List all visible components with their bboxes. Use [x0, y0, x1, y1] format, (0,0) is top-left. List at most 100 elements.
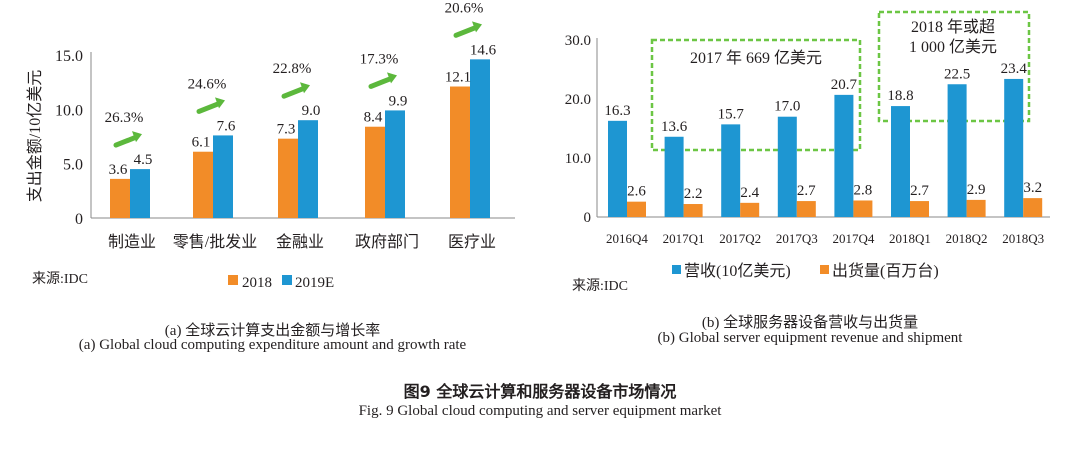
- a-data-label-2019e: 7.6: [217, 118, 236, 134]
- a-data-label-2018: 6.1: [192, 135, 211, 151]
- b-data-label-shipment: 2.2: [684, 186, 703, 202]
- b-data-label-revenue: 15.7: [718, 106, 745, 122]
- b-x-tick-label: 2017Q4: [832, 231, 874, 246]
- figure-title-en: Fig. 9 Global cloud computing and server…: [358, 403, 722, 419]
- b-bar-shipment: [853, 200, 873, 217]
- b-x-tick-label: 2016Q4: [606, 231, 648, 246]
- chart-b: 0 10.0 20.0 30.0 2017 年 669 亿美元 2018 年或超 1 00…: [565, 10, 1050, 294]
- b-source: 来源:IDC: [572, 278, 628, 294]
- a-x-tick-label: 零售/批发业: [173, 233, 257, 251]
- b-legend-label-shipment: 出货量(百万台): [832, 262, 939, 280]
- b-legend-swatch-revenue: [672, 265, 681, 274]
- a-legend-swatch-2019e: [282, 275, 292, 285]
- a-data-label-2018: 12.1: [445, 70, 471, 86]
- a-growth-arrow-icon: [368, 72, 397, 89]
- b-legend-swatch-shipment: [820, 265, 829, 274]
- a-x-tick-label: 制造业: [108, 233, 156, 251]
- b-bar-shipment: [740, 202, 760, 217]
- b-annotation-2018-line2: 1 000 亿美元: [909, 38, 997, 56]
- a-bar-2019e: [130, 169, 150, 218]
- a-data-label-2018: 8.4: [364, 110, 383, 126]
- a-legend-label-2019e: 2019E: [295, 275, 334, 291]
- a-y-tick-label: 0: [75, 211, 83, 228]
- b-annotation-2018: 2018 年或超 1 000 亿美元: [877, 10, 1031, 123]
- a-bar-2019e: [213, 135, 233, 218]
- a-growth-rate-label: 24.6%: [188, 76, 227, 92]
- b-data-label-shipment: 2.6: [627, 184, 646, 200]
- a-bar-2019e: [385, 110, 405, 218]
- a-bar-2018: [110, 178, 130, 218]
- a-data-label-2018: 3.6: [109, 162, 128, 178]
- b-bar-revenue: [947, 84, 967, 217]
- b-x-tick-label: 2017Q3: [776, 231, 818, 246]
- a-data-label-2019e: 9.0: [302, 103, 321, 119]
- a-bar-2019e: [470, 59, 490, 219]
- b-bar-revenue: [834, 94, 854, 217]
- a-y-tick-label: 10.0: [55, 102, 83, 119]
- figure-title-cn: 图9 全球云计算和服务器设备市场情况: [403, 382, 677, 401]
- b-y-tick-label: 10.0: [565, 151, 591, 167]
- a-data-label-2019e: 14.6: [470, 42, 497, 58]
- b-bar-shipment: [1023, 198, 1043, 217]
- a-bar-2019e: [298, 120, 318, 218]
- b-data-label-revenue: 22.5: [944, 66, 970, 82]
- b-caption-en: (b) Global server equipment revenue and …: [657, 330, 963, 346]
- a-x-tick-label: 金融业: [276, 233, 324, 251]
- b-bar-shipment: [966, 199, 986, 217]
- b-x-tick-label: 2017Q1: [663, 231, 705, 246]
- b-y-tick-label: 0: [584, 210, 592, 226]
- b-data-label-revenue: 17.0: [774, 99, 800, 115]
- b-bar-revenue: [608, 120, 627, 217]
- b-x-tick-label: 2018Q3: [1002, 231, 1044, 246]
- a-y-axis-label: 支出金额/10亿美元: [26, 70, 44, 202]
- a-legend-label-2018: 2018: [242, 275, 272, 291]
- b-x-tick-label: 2018Q1: [889, 231, 931, 246]
- b-data-label-shipment: 2.9: [967, 182, 986, 198]
- b-bar-revenue: [891, 106, 910, 217]
- b-x-tick-label: 2018Q2: [946, 231, 988, 246]
- a-data-label-2019e: 4.5: [134, 152, 153, 168]
- a-x-tick-label: 医疗业: [448, 233, 496, 251]
- b-annotation-2018-line1: 2018 年或超: [911, 18, 995, 36]
- b-data-label-shipment: 2.8: [854, 182, 873, 198]
- b-data-label-revenue: 16.3: [604, 103, 630, 119]
- b-y-tick-label: 20.0: [565, 92, 591, 108]
- a-y-tick-label: 5.0: [63, 157, 83, 174]
- b-caption-cn: (b) 全球服务器设备营收与出货量: [701, 315, 919, 331]
- a-bar-2018: [278, 138, 298, 218]
- b-bar-shipment: [796, 201, 816, 217]
- a-growth-rate-label: 26.3%: [105, 110, 144, 126]
- b-annotation-2017: 2017 年 669 亿美元: [650, 38, 862, 152]
- b-data-label-revenue: 13.6: [661, 119, 688, 135]
- a-data-label-2019e: 9.9: [389, 93, 408, 109]
- a-bar-2018: [365, 126, 385, 218]
- b-legend-label-revenue: 营收(10亿美元): [684, 262, 791, 280]
- chart-a: 支出金额/10亿美元 0 5.0 10.0 15.0 3.6 4.5 6.1 7.6 7.3 9…: [26, 0, 515, 291]
- a-growth-arrow-icon: [113, 131, 142, 148]
- a-legend-swatch-2018: [228, 275, 238, 285]
- a-growth-rate-label: 20.6%: [445, 0, 484, 16]
- a-bar-2018: [193, 151, 213, 218]
- a-y-tick-label: 15.0: [55, 48, 83, 65]
- b-data-label-shipment: 3.2: [1023, 180, 1042, 196]
- a-growth-rate-label: 22.8%: [273, 61, 312, 77]
- a-growth-arrow-icon: [453, 21, 482, 38]
- b-data-label-shipment: 2.7: [797, 183, 816, 199]
- a-data-label-2018: 7.3: [277, 122, 296, 138]
- b-data-label-revenue: 23.4: [1001, 61, 1028, 77]
- a-growth-rate-label: 17.3%: [360, 51, 399, 67]
- b-bar-revenue: [777, 116, 797, 217]
- b-data-label-shipment: 2.4: [740, 185, 759, 201]
- a-bar-2018: [450, 86, 470, 218]
- b-bar-shipment: [627, 201, 646, 217]
- b-data-label-revenue: 18.8: [887, 88, 913, 104]
- b-bar-revenue: [721, 124, 741, 217]
- b-bar-revenue: [1004, 78, 1024, 217]
- a-caption-cn: (a) 全球云计算支出金额与增长率: [164, 323, 381, 339]
- a-growth-arrow-icon: [281, 82, 310, 99]
- b-annotation-2017-text: 2017 年 669 亿美元: [690, 49, 822, 67]
- b-bar-shipment: [910, 201, 929, 217]
- a-caption-en: (a) Global cloud computing expenditure a…: [78, 337, 467, 353]
- b-x-tick-label: 2017Q2: [719, 231, 761, 246]
